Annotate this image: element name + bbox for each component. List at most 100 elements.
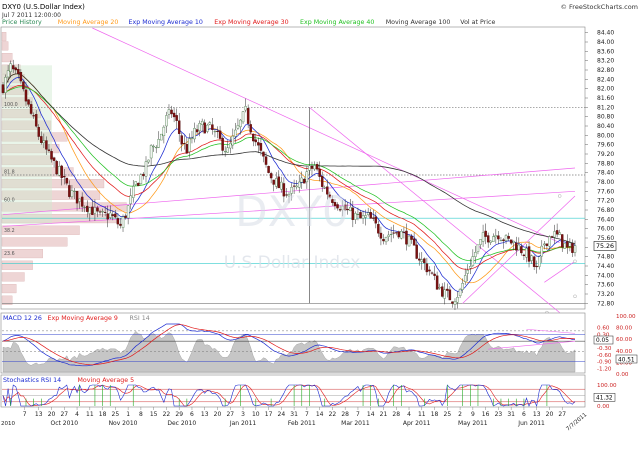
- legend-item: Price History: [2, 19, 42, 26]
- year-marker: 2010: [1, 421, 15, 427]
- date-tick-label: 11: [86, 411, 94, 418]
- candle-body: [502, 239, 505, 242]
- candle-body: [14, 67, 17, 71]
- candle-body: [313, 165, 316, 170]
- candle-body: [264, 156, 268, 165]
- date-tick-label: 29: [175, 411, 183, 418]
- candle-body: [433, 273, 436, 276]
- candle-body: [11, 65, 15, 70]
- chart-date: Jul 7 2011 12:00:00: [1, 12, 61, 19]
- rsi-tick-label: 20.00: [616, 360, 632, 366]
- candle-body: [106, 213, 109, 220]
- price-axis: 84.40 84.00 83.60 83.20 82.80 82.40 82.00 81.60…: [585, 30, 617, 307]
- candle-body: [446, 288, 449, 291]
- candle-body: [290, 186, 293, 194]
- month-label: Oct 2010: [51, 420, 79, 427]
- price-tick-label: 82.80: [597, 67, 614, 74]
- fib-level-label: 60.0: [4, 198, 15, 204]
- candle-body: [257, 142, 260, 146]
- candle-body: [47, 149, 51, 151]
- candle-body: [292, 185, 296, 187]
- month-label: Jun 2011: [517, 420, 545, 427]
- candle-body: [543, 243, 546, 246]
- candle-body: [17, 69, 20, 75]
- vap-bar: [1, 167, 74, 177]
- candle-body: [262, 151, 265, 157]
- candle-body: [239, 119, 242, 128]
- candle-body: [558, 232, 561, 235]
- date-axis: 7 13 20 27 4 11 18 25 1 8 15 22 29 6 13 20 27 3 10 17 24 31 7 1…: [1, 407, 588, 433]
- candle-body: [484, 230, 487, 237]
- candle-body: [226, 147, 229, 153]
- price-tick-label: 82.40: [597, 76, 614, 83]
- candle-body: [165, 115, 168, 127]
- candle-body: [139, 174, 143, 184]
- date-tick-label: 20: [48, 411, 56, 418]
- candle-body: [6, 70, 10, 78]
- month-label: Apr 2011: [403, 420, 431, 427]
- candle-body: [425, 263, 429, 273]
- macd-tick-label: -1.20: [597, 367, 612, 373]
- candle-body: [430, 272, 434, 274]
- date-tick-label: 8: [139, 411, 143, 418]
- candle-body: [486, 235, 490, 243]
- date-tick-label: 7: [23, 411, 27, 418]
- vap-bar: [1, 249, 43, 259]
- candle-body: [328, 194, 332, 198]
- candle-body: [384, 237, 388, 243]
- price-tick-label: 80.80: [597, 114, 614, 121]
- candle-body: [126, 205, 130, 219]
- series-line: [2, 73, 576, 284]
- macd-value-box: [593, 335, 614, 345]
- candle-body: [512, 240, 515, 243]
- price-tick-label: 79.20: [597, 151, 614, 158]
- vap-bar: [1, 272, 25, 282]
- candle-body: [571, 243, 574, 253]
- date-tick-label: 27: [60, 411, 68, 418]
- rsi-tick-label: 0.00: [616, 372, 629, 378]
- vap-bar: [1, 295, 13, 305]
- candle-body: [463, 275, 467, 282]
- candle-body: [397, 231, 401, 238]
- candle-body: [497, 235, 500, 240]
- legend-item: MACD 12 26: [3, 315, 42, 322]
- candle-body: [476, 244, 480, 252]
- candle-body: [494, 235, 498, 238]
- candle-body: [208, 122, 212, 125]
- candle-body: [188, 138, 191, 153]
- candle-body: [246, 108, 250, 124]
- candle-body: [566, 241, 569, 248]
- date-tick-label: 22: [329, 411, 337, 418]
- date-tick-label: 21: [380, 411, 388, 418]
- macd-line: [2, 323, 576, 367]
- date-tick-label: 13: [35, 411, 43, 418]
- legend-item: Moving Average 100: [386, 19, 451, 26]
- date-tick-label: 14: [367, 411, 375, 418]
- price-panel: [0, 26, 586, 310]
- candle-body: [34, 114, 38, 127]
- macd-trend-line: [526, 328, 576, 334]
- date-tick-label: 16: [482, 411, 490, 418]
- price-tick-label: 82.00: [597, 86, 614, 93]
- month-label: Nov 2010: [109, 420, 138, 427]
- candle-body: [372, 217, 375, 219]
- candle-body: [481, 232, 485, 242]
- date-tick-label: 13: [201, 411, 209, 418]
- candle-body: [203, 122, 206, 134]
- date-tick-label: 25: [444, 411, 452, 418]
- date-tick-label: 4: [75, 411, 79, 418]
- macd-tick-label: -0.30: [597, 346, 612, 352]
- trend-marker: [573, 294, 577, 299]
- date-tick-label: 25: [112, 411, 120, 418]
- candle-body: [272, 179, 275, 185]
- candle-body: [326, 186, 329, 195]
- candle-body: [216, 130, 219, 133]
- candle-body: [333, 202, 337, 207]
- vap-bar: [1, 284, 17, 294]
- stoch-line: [2, 384, 576, 407]
- price-tick-label: 74.40: [597, 263, 614, 270]
- vap-bar: [1, 32, 7, 42]
- price-tick-label: 73.20: [597, 291, 614, 298]
- candle-body: [137, 182, 140, 186]
- date-tick-label: 22: [163, 411, 171, 418]
